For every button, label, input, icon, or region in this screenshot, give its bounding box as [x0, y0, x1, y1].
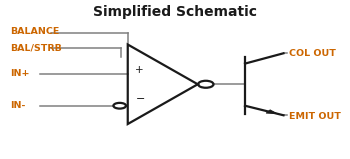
- Text: EMIT OUT: EMIT OUT: [289, 112, 341, 121]
- Text: Simplified Schematic: Simplified Schematic: [93, 5, 257, 19]
- Text: COL OUT: COL OUT: [289, 49, 336, 58]
- Text: −: −: [135, 94, 145, 104]
- Text: +: +: [135, 65, 144, 75]
- Text: IN-: IN-: [10, 101, 26, 110]
- Text: BAL/STRB: BAL/STRB: [10, 43, 62, 52]
- Polygon shape: [266, 110, 277, 114]
- Text: IN+: IN+: [10, 69, 30, 78]
- Text: BALANCE: BALANCE: [10, 27, 60, 36]
